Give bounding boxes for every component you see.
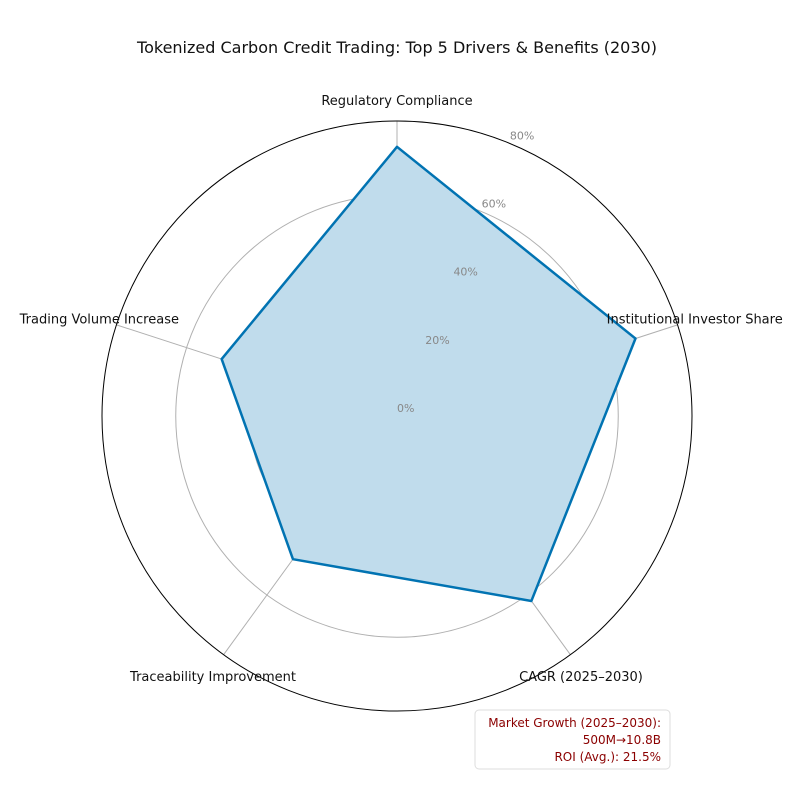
category-label: Traceability Improvement: [129, 670, 296, 685]
category-label: Regulatory Compliance: [321, 94, 472, 109]
radial-tick-label: 80%: [510, 129, 534, 142]
category-label: CAGR (2025–2030): [519, 670, 643, 685]
annotation-line-2: 500M→10.8B: [583, 733, 661, 747]
radial-tick-label: 0%: [397, 402, 414, 415]
radar-frame: [101, 120, 693, 712]
series-area: [221, 146, 636, 601]
label-layer: 0% 20% 40% 60% 80% Regulatory Compliance Insti…: [19, 94, 783, 685]
series-line: [220, 145, 637, 603]
annotation-line-1: Market Growth (2025–2030):: [488, 716, 661, 730]
annotation-box: Market Growth (2025–2030): 500M→10.8B RO…: [474, 709, 671, 770]
chart-title: Tokenized Carbon Credit Trading: Top 5 D…: [136, 38, 657, 57]
radial-tick-label: 20%: [425, 334, 449, 347]
radial-tick-label: 40%: [453, 266, 477, 279]
annotation-line-3: ROI (Avg.): 21.5%: [554, 750, 661, 764]
annotation-frame: [474, 709, 671, 770]
radial-tick-label: 60%: [482, 198, 506, 211]
data-layer: [220, 145, 637, 603]
category-label: Institutional Investor Share: [607, 312, 783, 327]
category-label: Trading Volume Increase: [19, 312, 179, 327]
